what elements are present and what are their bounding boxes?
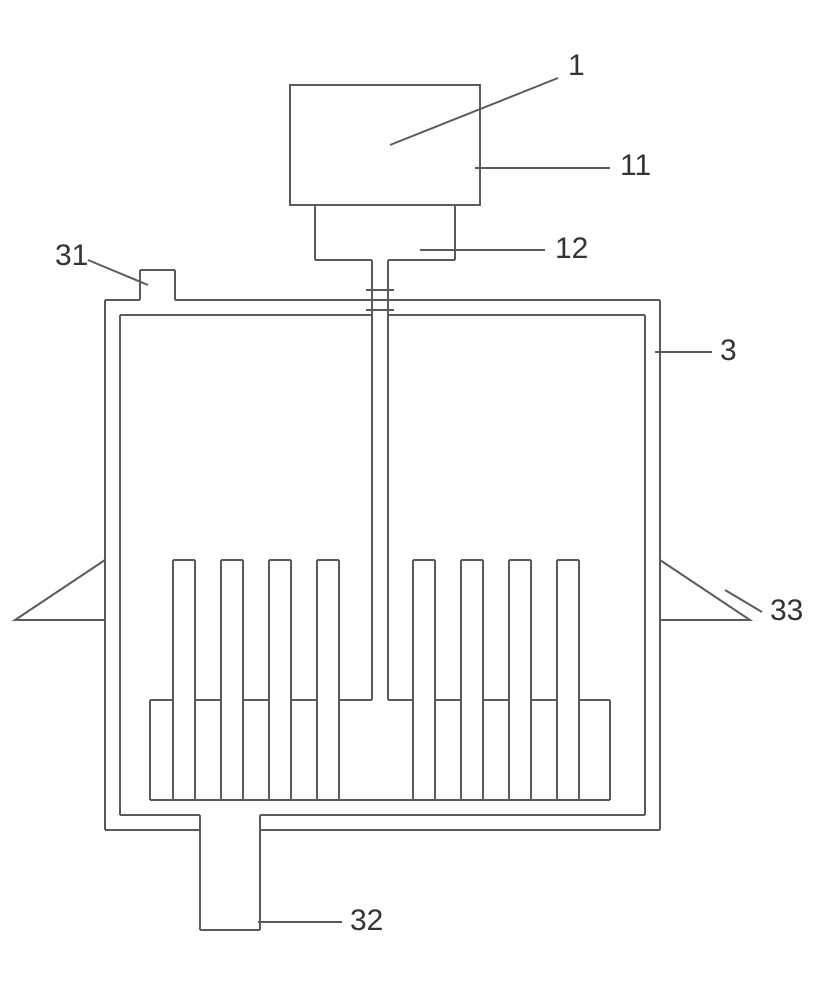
label-L1: 1 xyxy=(568,49,585,82)
engineering-diagram: 111123133332 xyxy=(0,0,838,1000)
leader-L33 xyxy=(725,590,762,612)
label-L11: 11 xyxy=(620,149,651,182)
label-L33: 33 xyxy=(770,594,803,627)
label-L32: 32 xyxy=(350,904,383,937)
fin-left xyxy=(15,560,105,620)
fin-right xyxy=(660,560,750,620)
motor-upper xyxy=(290,85,480,205)
label-L31: 31 xyxy=(55,239,88,272)
label-L3: 3 xyxy=(720,334,737,367)
leader-L1 xyxy=(390,78,558,145)
label-L12: 12 xyxy=(555,232,588,265)
